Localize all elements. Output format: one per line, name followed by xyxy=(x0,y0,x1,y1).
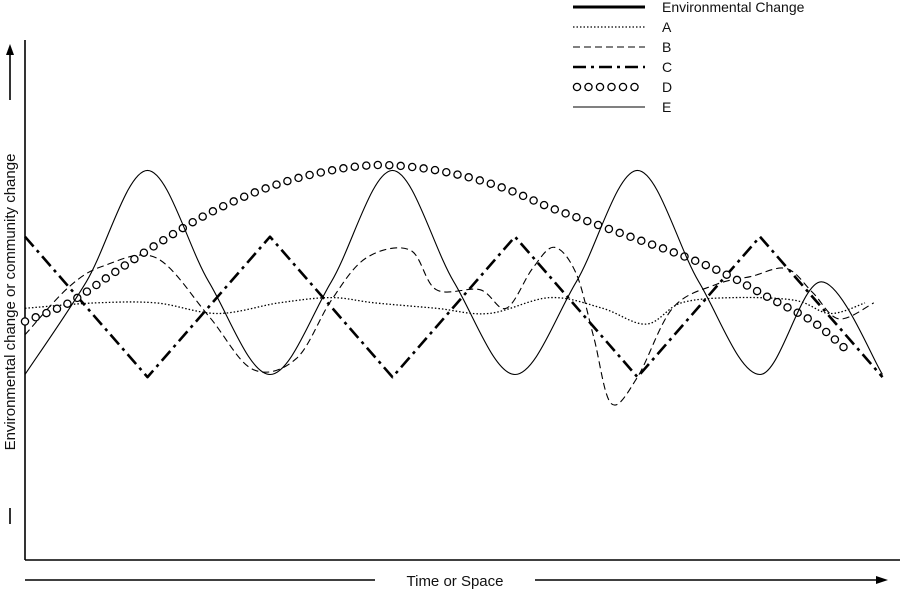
series-d-marker xyxy=(82,287,92,296)
legend-label-c: C xyxy=(662,59,672,75)
series-d-marker xyxy=(316,168,326,177)
series-d-marker xyxy=(250,188,260,197)
series-d-marker xyxy=(722,270,731,279)
series-d-marker xyxy=(350,162,360,171)
series-d-marker xyxy=(373,160,383,170)
series-d-marker xyxy=(732,275,742,285)
series-d-marker xyxy=(218,201,228,211)
series-d-line xyxy=(20,160,848,352)
series-d-marker xyxy=(712,265,721,274)
series-d-marker xyxy=(362,161,371,170)
series-d-marker xyxy=(529,196,538,205)
series-d-marker xyxy=(752,286,762,296)
series-d-marker xyxy=(497,183,506,192)
series-d-marker xyxy=(803,314,812,323)
series-d-marker xyxy=(812,320,822,330)
series-b-line xyxy=(24,246,875,406)
series-d-marker xyxy=(783,303,792,312)
series-d-marker xyxy=(239,192,249,201)
series-d-marker xyxy=(669,248,679,257)
series-a-line xyxy=(24,296,866,325)
legend-label-environmental-change: Environmental Change xyxy=(662,0,805,15)
series-d-marker xyxy=(430,165,440,175)
series-d-marker xyxy=(52,304,62,313)
series-d-marker xyxy=(508,187,517,196)
series-d-marker xyxy=(261,184,270,193)
series-d-marker xyxy=(407,162,417,172)
series-d-marker xyxy=(453,170,462,179)
series-d-marker xyxy=(283,176,292,186)
series-d-marker xyxy=(830,335,840,344)
series-c-line xyxy=(24,235,884,379)
series-d-marker xyxy=(773,297,782,307)
series-d-marker xyxy=(139,248,149,257)
series-d-marker xyxy=(385,160,394,170)
series-d-marker xyxy=(762,292,772,301)
series-d-marker xyxy=(821,327,831,337)
series-d-marker xyxy=(637,236,646,246)
series-e-line xyxy=(24,169,883,376)
series-d-marker xyxy=(701,260,711,270)
series-d-marker xyxy=(419,164,428,173)
series-d-marker xyxy=(92,280,101,290)
series-layer xyxy=(20,160,884,406)
series-d-marker xyxy=(604,224,614,234)
y-label-arrow-icon xyxy=(6,44,14,55)
y-axis-label: Environmental change or community change xyxy=(2,154,19,451)
series-d-marker xyxy=(168,229,178,239)
series-d-marker xyxy=(396,161,405,171)
series-d-marker xyxy=(159,235,168,245)
series-d-marker xyxy=(63,299,72,308)
x-label-arrow-icon xyxy=(876,576,888,584)
legend-swatch-d xyxy=(607,82,616,92)
series-d-marker xyxy=(229,197,238,206)
series-d-marker xyxy=(294,173,303,183)
series-d-marker xyxy=(690,256,700,266)
legend-label-d: D xyxy=(662,79,672,95)
series-d-marker xyxy=(327,166,337,175)
series-d-marker xyxy=(572,212,581,222)
legend-swatch-d xyxy=(572,82,582,92)
series-d-marker xyxy=(208,207,218,216)
series-d-marker xyxy=(188,217,197,227)
legend-swatch-d xyxy=(595,82,605,92)
series-d-marker xyxy=(101,274,111,283)
series-d-marker xyxy=(464,173,473,182)
series-d-marker xyxy=(42,308,51,318)
x-axis-label: Time or Space xyxy=(407,573,504,590)
series-d-marker xyxy=(550,205,560,214)
series-d-marker xyxy=(658,244,668,253)
series-d-marker xyxy=(111,267,120,277)
series-d-marker xyxy=(626,232,635,242)
legend-label-b: B xyxy=(662,39,671,55)
series-d-marker xyxy=(475,176,485,185)
legend-swatch-d xyxy=(630,82,639,92)
series-d-marker xyxy=(561,209,570,218)
series-d-marker xyxy=(486,179,496,188)
series-d-marker xyxy=(839,342,848,352)
legend-swatch-d xyxy=(584,82,593,92)
series-d-marker xyxy=(272,180,281,189)
series-d-marker xyxy=(442,167,451,177)
legend-swatch-d xyxy=(618,82,628,92)
series-d-marker xyxy=(130,254,139,264)
series-d-marker xyxy=(583,216,592,226)
series-d-marker xyxy=(20,317,30,326)
series-d-marker xyxy=(647,240,657,249)
series-d-marker xyxy=(198,212,207,221)
series-d-marker xyxy=(149,242,158,251)
series-d-marker xyxy=(120,261,130,270)
series-d-marker xyxy=(742,281,752,290)
series-d-marker xyxy=(615,228,624,238)
legend-label-e: E xyxy=(662,99,671,115)
series-d-marker xyxy=(31,313,40,322)
legend-label-a: A xyxy=(662,19,672,35)
series-d-marker xyxy=(518,191,528,201)
series-d-marker xyxy=(339,164,348,173)
series-d-marker xyxy=(539,200,549,210)
series-d-marker xyxy=(305,170,314,180)
